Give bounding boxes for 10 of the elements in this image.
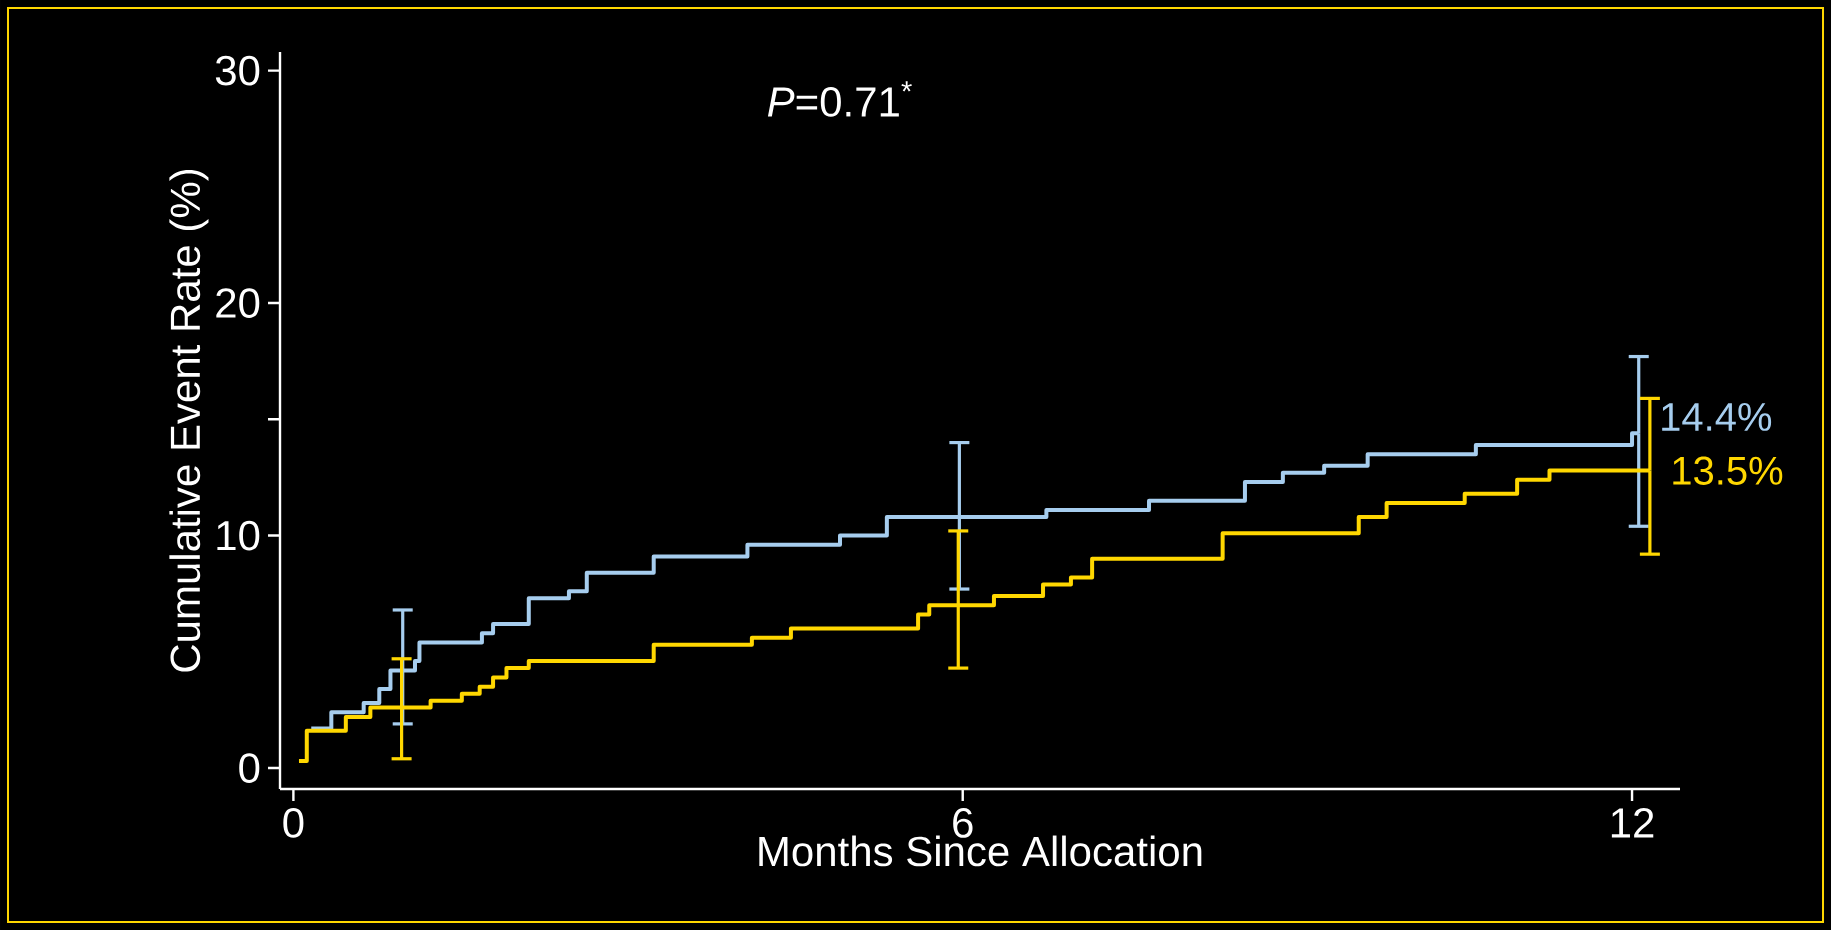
y-tick-label: 0 <box>239 753 260 783</box>
y-tick-label: 20 <box>216 288 260 318</box>
y-axis-title: Cumulative Event Rate (%) <box>169 169 209 672</box>
annotation: P=0.71$^{*}$ <box>767 81 912 117</box>
y-tick-label: 30 <box>215 55 260 86</box>
annotation: 13.5% <box>1673 456 1783 485</box>
x-tick-label: 0 <box>283 808 304 838</box>
y-tick-label: 10 <box>217 520 260 551</box>
x-tick-label: 12 <box>1611 808 1654 838</box>
annotation: 14.4% <box>1662 402 1772 431</box>
